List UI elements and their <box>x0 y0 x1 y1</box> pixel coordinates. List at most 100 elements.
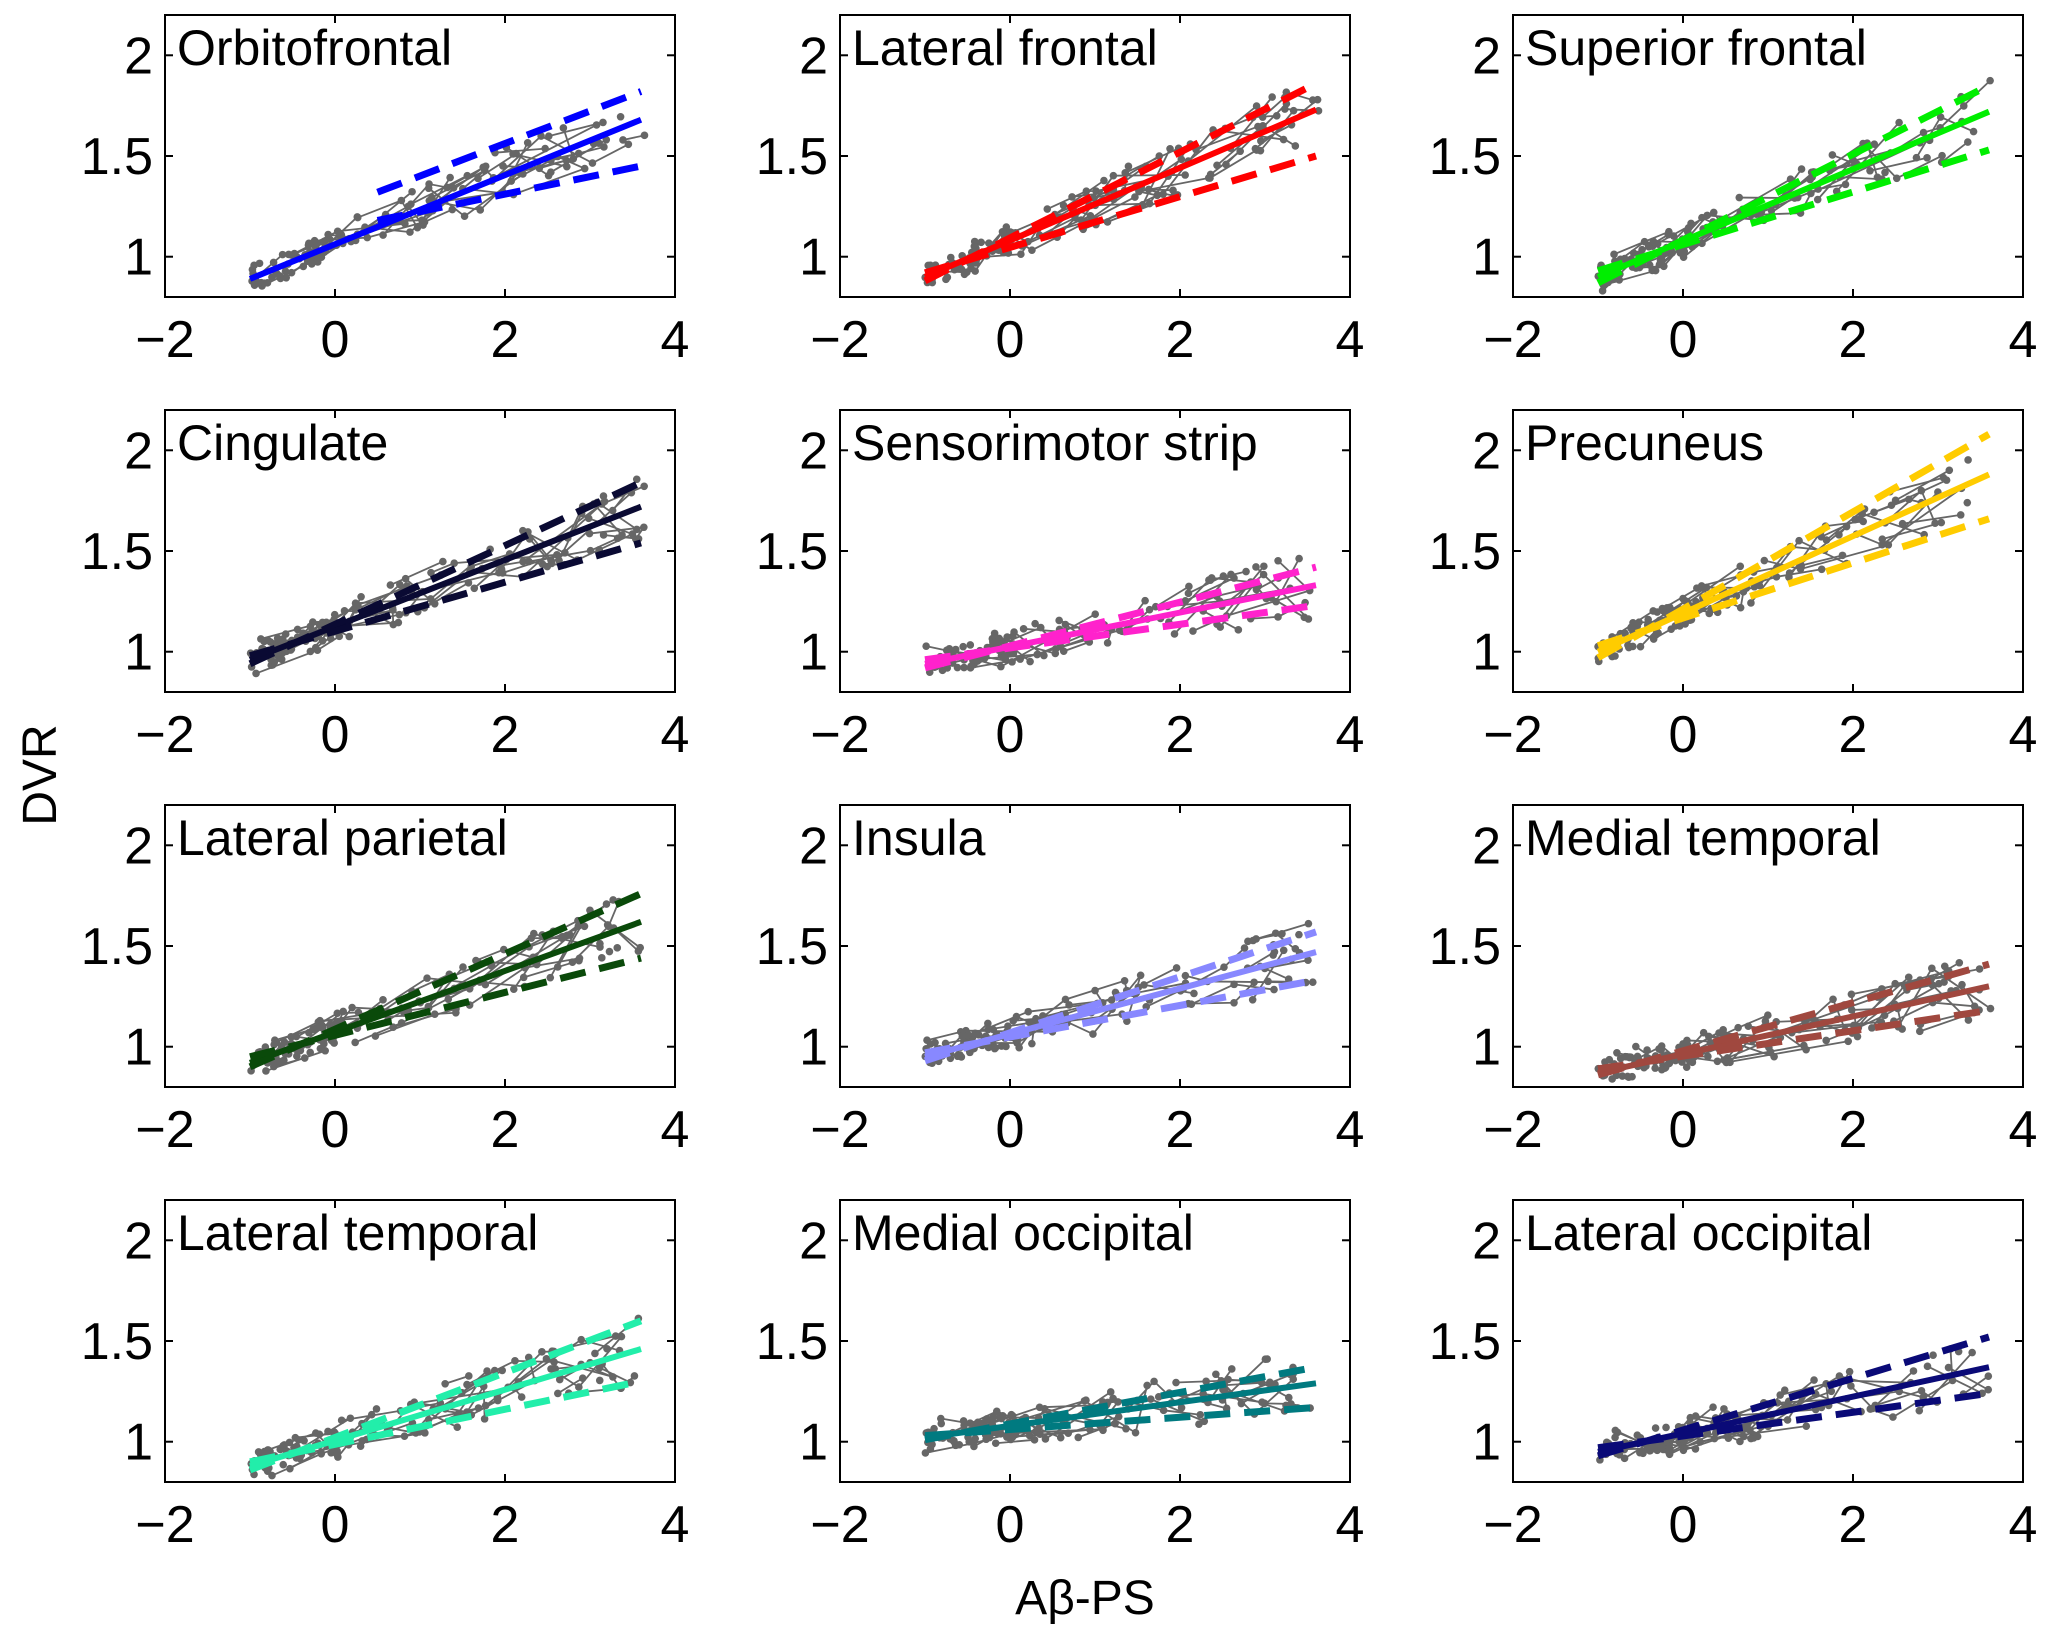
x-tick-label: 4 <box>1336 1496 1365 1554</box>
panel-5: −2 0 2 4 1 1.5 2 Precuneus <box>1429 409 2037 764</box>
data-point <box>578 1374 587 1382</box>
data-point <box>1028 1039 1036 1048</box>
subject-trajectory <box>1068 991 1150 1006</box>
data-point <box>1196 1410 1205 1419</box>
data-point <box>1115 626 1124 635</box>
data-point <box>1279 946 1288 955</box>
data-point <box>357 592 365 601</box>
plot-frame <box>839 14 1351 298</box>
data-point <box>1284 975 1293 984</box>
confidence-bound-line <box>923 152 1318 277</box>
data-point <box>1636 1448 1644 1457</box>
data-point <box>1244 937 1252 946</box>
y-tick-label: 1.5 <box>81 1313 153 1371</box>
data-point <box>1172 1378 1180 1387</box>
data-point <box>1185 582 1193 591</box>
subject-trajectory <box>482 485 645 570</box>
data-point <box>280 1441 289 1449</box>
data-point <box>575 1383 583 1391</box>
data-point <box>1916 1027 1924 1036</box>
data-point <box>397 196 406 205</box>
data-point <box>1099 1426 1107 1435</box>
fit-line <box>1596 471 1991 655</box>
data-point <box>509 150 517 158</box>
data-point <box>1889 1413 1897 1421</box>
data-point <box>326 634 335 643</box>
data-point <box>1019 625 1028 633</box>
y-tick-label: 1.5 <box>81 523 153 581</box>
y-tick-label: 2 <box>124 1212 153 1270</box>
data-point <box>1770 1052 1778 1061</box>
data-point <box>997 662 1005 671</box>
x-tick-label: 0 <box>321 1101 350 1159</box>
y-tick-label: 1.5 <box>756 1313 828 1371</box>
data-point <box>586 546 595 555</box>
data-point <box>281 267 290 275</box>
x-tick-label: 0 <box>1669 311 1698 369</box>
data-point <box>1726 1058 1734 1067</box>
data-point <box>1274 613 1282 621</box>
data-point <box>1270 985 1278 994</box>
data-point <box>624 140 633 149</box>
x-tick-label: −2 <box>810 1101 869 1159</box>
data-point <box>1652 630 1660 639</box>
data-point <box>964 1031 973 1039</box>
subject-trajectory <box>1188 575 1224 595</box>
data-point <box>1735 193 1744 202</box>
data-point <box>966 641 975 649</box>
data-point <box>1984 1372 1993 1380</box>
x-tick-label: 4 <box>2009 1101 2038 1159</box>
data-point <box>511 1357 519 1365</box>
data-point <box>470 584 479 593</box>
data-point <box>1829 995 1837 1004</box>
data-point <box>1248 996 1257 1004</box>
data-point <box>395 610 404 619</box>
data-point <box>498 1366 507 1375</box>
data-point <box>951 645 960 654</box>
data-point <box>1031 619 1039 628</box>
data-point <box>1986 1004 1995 1013</box>
data-point <box>1272 112 1281 120</box>
data-point <box>1956 511 1965 519</box>
data-point <box>1131 1428 1140 1437</box>
data-point <box>1984 1385 1993 1394</box>
data-point <box>1761 1017 1770 1025</box>
data-point <box>591 1349 599 1358</box>
data-point <box>1159 190 1167 198</box>
y-tick-label: 1 <box>124 1019 153 1077</box>
data-point <box>1109 1394 1117 1403</box>
y-tick-label: 1 <box>799 624 828 682</box>
data-point <box>1817 565 1826 574</box>
x-tick-label: 4 <box>661 1101 690 1159</box>
panel-title: Medial occipital <box>852 1205 1194 1261</box>
data-point <box>1224 1375 1232 1384</box>
data-point <box>937 1419 946 1428</box>
y-tick-label: 1.5 <box>1429 523 1501 581</box>
data-point <box>945 644 954 653</box>
y-tick-label: 2 <box>1472 27 1501 85</box>
data-point <box>1252 102 1261 110</box>
data-point <box>1009 632 1017 640</box>
x-tick-label: 4 <box>2009 1496 2038 1554</box>
data-point <box>974 1031 983 1039</box>
data-point <box>1931 519 1939 528</box>
subject-trajectory <box>548 121 604 137</box>
fit-line <box>248 503 643 663</box>
data-point <box>305 1028 313 1037</box>
x-tick-label: −2 <box>135 311 194 369</box>
data-point <box>353 213 362 222</box>
data-point <box>1100 176 1108 185</box>
data-point <box>389 1023 397 1031</box>
data-point <box>1103 218 1112 226</box>
data-point <box>960 1421 968 1429</box>
x-tick-label: 0 <box>996 1101 1025 1159</box>
subject-trajectory <box>1825 520 1864 528</box>
y-tick-label: 1 <box>124 229 153 287</box>
data-point <box>970 242 979 251</box>
data-point <box>1109 171 1118 180</box>
data-point <box>1314 107 1323 115</box>
data-point <box>358 1437 366 1445</box>
data-point <box>1652 1443 1660 1451</box>
data-point <box>1693 584 1701 592</box>
data-point <box>1089 1030 1097 1038</box>
